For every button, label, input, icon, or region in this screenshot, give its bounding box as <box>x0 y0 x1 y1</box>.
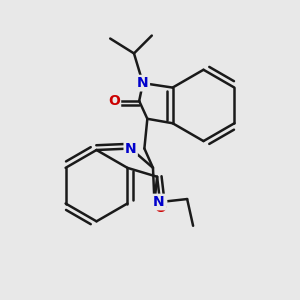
Text: N: N <box>125 142 136 155</box>
Text: N: N <box>137 76 149 90</box>
Text: O: O <box>108 94 120 108</box>
Text: N: N <box>153 195 165 209</box>
Text: O: O <box>154 201 166 215</box>
